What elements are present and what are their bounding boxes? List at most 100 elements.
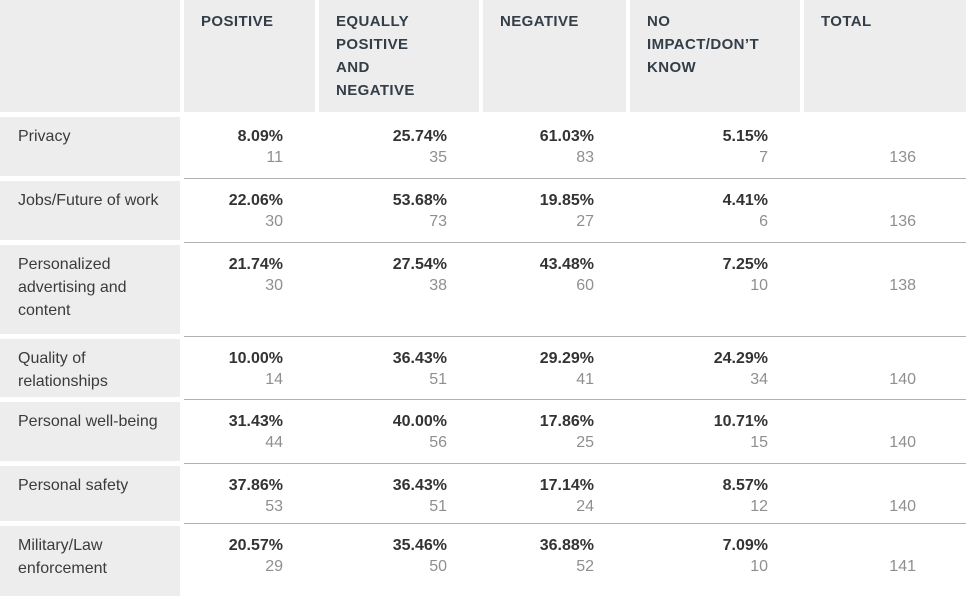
cell-count: 14 (265, 371, 283, 388)
cell-percent: 36.88% (539, 537, 594, 554)
table-row: Military/Law enforcement 20.57% 29 35.46… (0, 523, 966, 596)
cell-count: 44 (265, 434, 283, 451)
data-cell: 5.15% 7 (626, 117, 800, 176)
total-cell: 136 (889, 149, 916, 166)
data-cell: 27.54% 38 (315, 245, 479, 334)
cell-count: 15 (750, 434, 768, 451)
total-cell: 140 (889, 371, 916, 388)
table-row: Personal safety 37.86% 53 36.43% 51 17.1… (0, 463, 966, 521)
data-cell: 17.86% 25 (479, 402, 626, 461)
table-row: Privacy 8.09% 11 25.74% 35 61.03% 83 5.1… (0, 117, 966, 176)
total-cell: 140 (889, 434, 916, 451)
cell-percent: 19.85% (539, 192, 594, 209)
data-cell: 10.00% 14 (184, 339, 315, 397)
cell-count: 73 (429, 213, 447, 230)
cell-percent: 10.00% (228, 350, 283, 367)
total-cell: 136 (889, 213, 916, 230)
total-cell: 140 (889, 498, 916, 515)
cell-percent: 29.29% (539, 350, 594, 367)
data-cell: 40.00% 56 (315, 402, 479, 461)
row-label: Personal well-being (0, 402, 180, 461)
data-cell: 61.03% 83 (479, 117, 626, 176)
data-cell: 7.09% 10 (626, 526, 800, 596)
cell-percent: 21.74% (228, 256, 283, 273)
cell-percent: 37.86% (228, 477, 283, 494)
cell-count: 10 (750, 277, 768, 294)
cell-count: 53 (265, 498, 283, 515)
cell-percent: 8.57% (722, 477, 768, 494)
cell-percent: 7.09% (722, 537, 768, 554)
data-cell: 17.14% 24 (479, 466, 626, 521)
data-cell: 22.06% 30 (184, 181, 315, 240)
header-corner-cell (0, 0, 180, 112)
cell-count: 83 (576, 149, 594, 166)
header-negative: NEGATIVE (483, 0, 626, 112)
header-total: TOTAL (804, 0, 966, 112)
row-data-region: 31.43% 44 40.00% 56 17.86% 25 10.71% 15 … (184, 399, 966, 461)
row-data-region: 8.09% 11 25.74% 35 61.03% 83 5.15% 7 136 (184, 117, 966, 176)
cell-count: 38 (429, 277, 447, 294)
table-row: Personal well-being 31.43% 44 40.00% 56 … (0, 399, 966, 461)
row-label: Personalized advertising and content (0, 245, 180, 334)
cell-count: 27 (576, 213, 594, 230)
cell-count: 60 (576, 277, 594, 294)
table-row: Quality of relationships 10.00% 14 36.43… (0, 336, 966, 397)
data-cell: 20.57% 29 (184, 526, 315, 596)
table-body: Privacy 8.09% 11 25.74% 35 61.03% 83 5.1… (0, 117, 966, 596)
cell-percent: 61.03% (539, 128, 594, 145)
cell-count: 51 (429, 498, 447, 515)
cell-percent: 7.25% (722, 256, 768, 273)
cell-percent: 36.43% (392, 477, 447, 494)
header-positive: POSITIVE (184, 0, 315, 112)
data-cell: 31.43% 44 (184, 402, 315, 461)
cell-count: 30 (265, 277, 283, 294)
cell-count: 29 (265, 558, 283, 575)
data-cell: 7.25% 10 (626, 245, 800, 334)
data-cell: 8.57% 12 (626, 466, 800, 521)
cell-count: 34 (750, 371, 768, 388)
row-label: Personal safety (0, 466, 180, 521)
cell-percent: 5.15% (722, 128, 768, 145)
data-cell: 36.43% 51 (315, 466, 479, 521)
header-no-impact-dont-know: NO IMPACT/DON’T KNOW (630, 0, 800, 112)
cell-count: 24 (576, 498, 594, 515)
cell-count: 30 (265, 213, 283, 230)
total-cell: 141 (889, 558, 916, 575)
cell-count: 7 (759, 149, 768, 166)
header-equally-positive-and-negative: EQUALLY POSITIVE AND NEGATIVE (319, 0, 479, 112)
cell-count: 52 (576, 558, 594, 575)
row-label: Privacy (0, 117, 180, 176)
cell-count: 56 (429, 434, 447, 451)
row-label: Jobs/Future of work (0, 181, 180, 240)
data-cell: 4.41% 6 (626, 181, 800, 240)
cell-percent: 20.57% (228, 537, 283, 554)
data-cell: 43.48% 60 (479, 245, 626, 334)
cell-percent: 31.43% (228, 413, 283, 430)
cell-count: 12 (750, 498, 768, 515)
cell-count: 11 (266, 149, 283, 166)
data-cell: 37.86% 53 (184, 466, 315, 521)
data-cell: 8.09% 11 (184, 117, 315, 176)
data-cell: 25.74% 35 (315, 117, 479, 176)
cell-percent: 35.46% (392, 537, 447, 554)
cell-count: 35 (429, 149, 447, 166)
cell-percent: 53.68% (392, 192, 447, 209)
cell-percent: 8.09% (237, 128, 283, 145)
cell-count: 50 (429, 558, 447, 575)
data-cell: 19.85% 27 (479, 181, 626, 240)
cell-percent: 40.00% (392, 413, 447, 430)
row-data-region: 37.86% 53 36.43% 51 17.14% 24 8.57% 12 1… (184, 463, 966, 521)
cell-percent: 17.86% (539, 413, 594, 430)
cell-count: 25 (576, 434, 594, 451)
table-row: Jobs/Future of work 22.06% 30 53.68% 73 … (0, 178, 966, 240)
total-cell: 138 (889, 277, 916, 294)
data-cell: 21.74% 30 (184, 245, 315, 334)
row-label: Quality of relationships (0, 339, 180, 397)
row-data-region: 20.57% 29 35.46% 50 36.88% 52 7.09% 10 1… (184, 523, 966, 596)
table-row: Personalized advertising and content 21.… (0, 242, 966, 334)
cell-count: 51 (429, 371, 447, 388)
cell-percent: 10.71% (713, 413, 768, 430)
data-cell: 53.68% 73 (315, 181, 479, 240)
cell-percent: 22.06% (228, 192, 283, 209)
data-cell: 36.43% 51 (315, 339, 479, 397)
